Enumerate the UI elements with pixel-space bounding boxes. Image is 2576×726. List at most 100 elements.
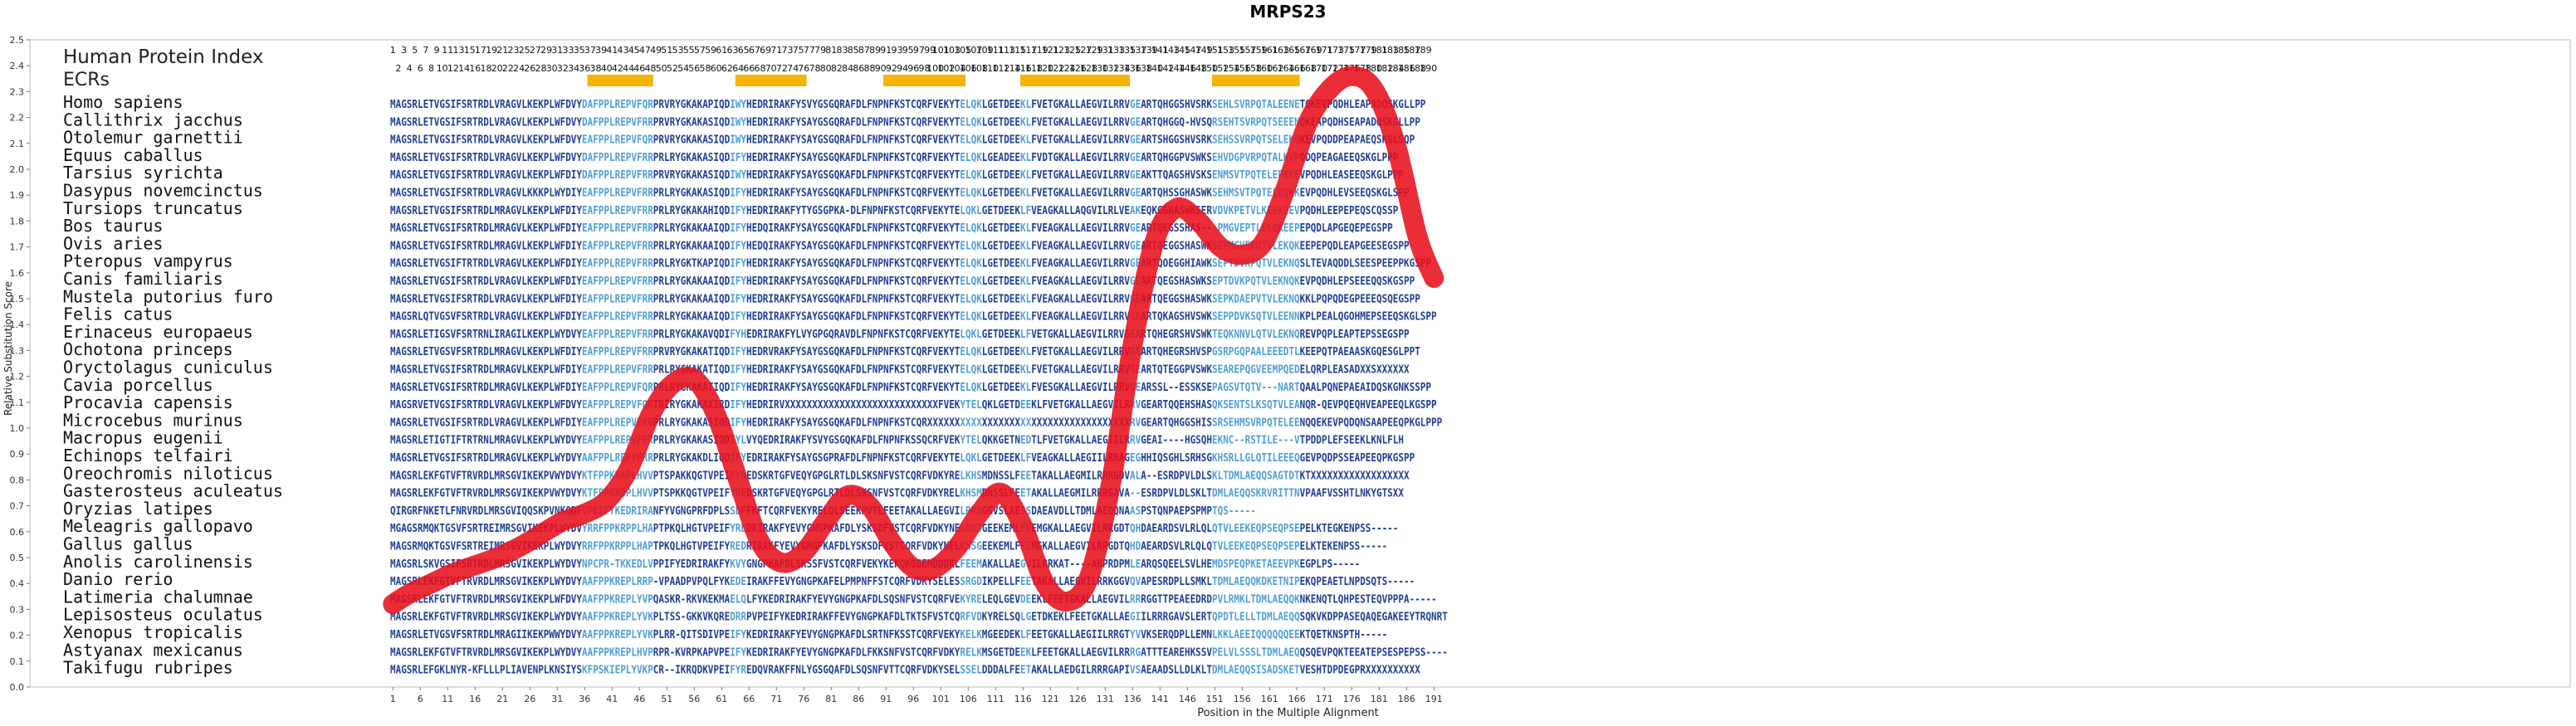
sequence-segment: AKALLAEDGILRRRGAPI [1031, 665, 1130, 677]
sequence-segment: SRSEHMSVRPQTELEE [1212, 417, 1300, 429]
sequence-segment: IRAKFFEVYGNGPKAFELPMPNFFSTCQRFVDKYSELES [746, 576, 961, 588]
sequence-segment: -VPAADPVPQLFYK [653, 576, 731, 588]
sequence-segment: EGPLPS----- [1300, 558, 1361, 571]
sequence-segment: HEDRIRVXXXXXXXXXXXXXXXXXXXXXXXXXXXXFVEK [746, 399, 961, 412]
human-index-number: 152 [1211, 63, 1229, 74]
sequence-segment: DAFPPLREPVFRR [582, 116, 653, 129]
sequence-segment: ELQK [960, 311, 982, 324]
sequence-segment: HHIQSGHLSRHSG [1141, 452, 1212, 465]
human-index-number: 36 [579, 63, 590, 74]
sequence-segment: EAFPPLREPVFRR [582, 258, 653, 270]
x-tick-label: 61 [716, 694, 727, 704]
sequence-row: MAGSRLEFGKLNYR-KFLLLPLIAVENPLKNSIYSKFPSK… [390, 665, 1420, 677]
human-index-number: 75 [793, 45, 804, 56]
human-index-number: 24 [513, 63, 525, 74]
sequence-segment: EAFPPLREPVFRR [582, 222, 653, 235]
sequence-segment: ARQSQEELSVLHE [1141, 558, 1212, 571]
sequence-segment: KL [1020, 99, 1031, 111]
sequence-segment: ARTQEGSHASWKS [1141, 275, 1212, 288]
sequence-segment: GE [1130, 152, 1141, 164]
sequence-segment: QKKGETN [982, 435, 1020, 447]
sequence-segment: EAFPPLREPVFRR [582, 205, 653, 217]
human-index-number: 45 [628, 45, 640, 56]
x-tick-label: 91 [880, 694, 892, 704]
human-index-number: 137 [1129, 45, 1146, 56]
data-point [540, 534, 542, 535]
sequence-segment: EAFPPLREPVFQR [582, 382, 653, 394]
sequence-segment: EHVDGPVRPQTALKVP [1212, 152, 1300, 164]
sequence-segment: PRLRYGKAKAHIQD [653, 205, 731, 217]
y-tick-label: 2.4 [10, 61, 25, 71]
sequence-segment: IFY [730, 646, 746, 659]
human-index-number: 169 [1305, 45, 1322, 56]
human-index-number: 72 [776, 63, 788, 74]
sequence-segment: PRLRYGKAKAVQDI [653, 329, 730, 341]
human-index-number: 87 [858, 45, 870, 56]
sequence-segment: LF [1020, 452, 1031, 465]
species-name: Felis catus [63, 305, 173, 324]
sequence-segment: ELQK [960, 152, 982, 164]
data-point [912, 567, 914, 568]
sequence-segment: MAGSRLETVGSVFSRTRDLMRAGVLKEKPLWFDIY [390, 346, 582, 358]
human-index-number: 21 [496, 45, 508, 56]
sequence-segment: GEAI----HGSQH [1141, 435, 1212, 447]
sequence-row: MAGSRLETVGSIFSRTRDLVRAGVLKEKPLWFDVYEAFPP… [390, 134, 1415, 147]
sequence-segment: MAGSRLEKFGTVFTRVRDLMRSGVIKEKPVWYDVY [390, 488, 582, 500]
sequence-segment: DRR [730, 611, 746, 624]
sequence-row: MAGSRLETVGSVFSRTRDLMRAGIIKEKPWWYDVYAAFPP… [390, 629, 1387, 641]
human-index-number: 136 [1124, 63, 1141, 74]
sequence-segment: LF [1020, 329, 1031, 341]
human-index-number: 168 [1299, 63, 1317, 74]
human-index-number: 79 [814, 45, 826, 56]
sequence-segment: IFY [730, 364, 746, 377]
sequence-segment: GE [1130, 188, 1141, 200]
sequence-segment: FVETGKALLAEGVILRRV [1031, 188, 1130, 200]
sequence-segment: EVPQDHLEVSEEQSKGLSPP [1300, 188, 1410, 200]
x-tick-label: 66 [743, 694, 755, 704]
species-name: Oreochromis niloticus [63, 463, 273, 483]
sequence-row: MAGSRLSKVGSIFSRTRDLMRSGVIKEKPLWYDVYNPCPR… [390, 558, 1360, 571]
sequence-segment: KL [1020, 364, 1031, 377]
sequence-segment: IFY [730, 382, 746, 394]
sequence-row: MAGSRLETVGSIFSRTRDLMRAGVLKEKPLWFDIYEAFPP… [390, 205, 1399, 217]
human-index-number: 115 [1009, 45, 1026, 56]
human-index-number: 171 [1316, 45, 1333, 56]
data-point [672, 383, 673, 385]
sequence-segment: EDRIRAKFYSAYGSGPRAFDLFNPNFKSTCQRFVEKYTE [746, 452, 960, 465]
sequence-segment: KL [1020, 275, 1031, 288]
sequence-segment: ELQK [960, 169, 982, 182]
human-index-number: 8 [428, 63, 434, 74]
human-index-number: 17 [475, 45, 486, 56]
y-tick-label: 2.0 [10, 164, 25, 175]
y-tick-label: 1.2 [10, 372, 25, 382]
y-tick-label: 1.0 [10, 423, 25, 434]
sequence-segment: KL [1020, 258, 1031, 270]
data-point [452, 573, 454, 574]
sequence-segment: NQQEKEVPQDQNSAAPEEQPKGLPPP [1300, 417, 1443, 429]
sequence-segment: DMLAEQQSKRVRITTN [1212, 488, 1300, 500]
human-index-number: 52 [667, 63, 678, 74]
sequence-segment: PLTSS-GKKVKQRE [653, 611, 730, 624]
sequence-segment: NQR-QEVPQEQHVEAPEEQLKGSPP [1300, 399, 1437, 412]
species-name: Gallus gallus [63, 534, 193, 554]
sequence-segment: ELQK [960, 188, 982, 200]
species-name: Echinops telfairi [63, 446, 233, 465]
data-point [737, 479, 739, 480]
human-index-number: 189 [1415, 45, 1432, 56]
sequence-segment: FVEAGKALLAEGVILRRV [1031, 311, 1130, 324]
x-tick-label: 96 [907, 694, 919, 704]
sequence-segment: EKNC--RSTILE---V [1212, 435, 1300, 447]
sequence-segment: SRGD [960, 576, 982, 588]
sequence-segment: VS [1130, 665, 1141, 677]
sequence-segment: KHSRLLGLQTILEEEQ [1212, 452, 1300, 465]
sequence-segment: IFY [730, 188, 746, 200]
sequence-segment: FYR [730, 665, 746, 677]
sequence-segment: ARTQKAGSHVSWK [1141, 311, 1212, 324]
sequence-segment: YV [1130, 629, 1141, 641]
human-index-number: 179 [1360, 45, 1377, 56]
human-index-number: 39 [595, 45, 607, 56]
human-index-number: 7 [423, 45, 428, 56]
sequence-segment: LGETDEE [982, 99, 1020, 111]
sequence-segment: TPDDPLEFSEEKLKNLFLH [1300, 435, 1404, 447]
